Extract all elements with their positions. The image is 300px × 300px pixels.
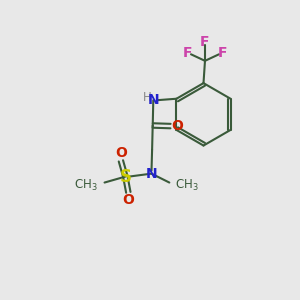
Text: O: O (171, 119, 183, 133)
Text: F: F (182, 46, 192, 60)
Text: N: N (146, 167, 157, 181)
Text: H: H (142, 91, 151, 104)
Text: CH$_3$: CH$_3$ (74, 178, 98, 193)
Text: F: F (218, 46, 228, 60)
Text: S: S (119, 168, 131, 186)
Text: N: N (148, 93, 160, 107)
Text: CH$_3$: CH$_3$ (175, 178, 199, 193)
Text: O: O (115, 146, 127, 161)
Text: F: F (200, 34, 210, 49)
Text: O: O (122, 193, 134, 207)
